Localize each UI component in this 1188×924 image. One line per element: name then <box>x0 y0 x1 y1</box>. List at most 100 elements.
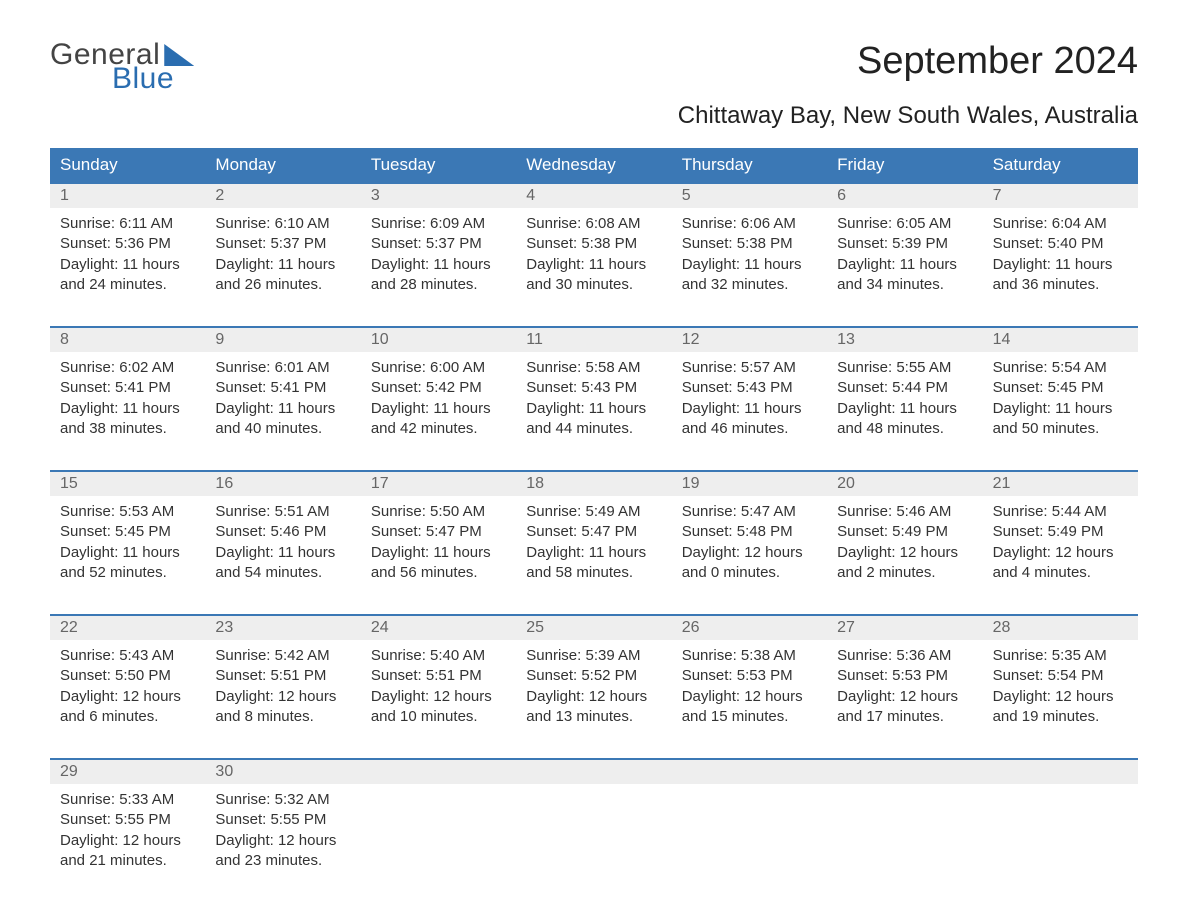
calendar-day: Sunrise: 6:08 AMSunset: 5:38 PMDaylight:… <box>516 208 671 308</box>
daylight-text: and 30 minutes. <box>526 275 661 295</box>
day-number: 10 <box>361 328 516 352</box>
day-number: 29 <box>50 760 205 784</box>
daylight-text: and 34 minutes. <box>837 275 972 295</box>
day-number: 24 <box>361 616 516 640</box>
daylight-text: and 24 minutes. <box>60 275 195 295</box>
sunset-text: Sunset: 5:38 PM <box>526 234 661 254</box>
calendar-day: Sunrise: 6:05 AMSunset: 5:39 PMDaylight:… <box>827 208 982 308</box>
daylight-text: Daylight: 12 hours <box>682 543 817 563</box>
sunset-text: Sunset: 5:46 PM <box>215 522 350 542</box>
daylight-text: Daylight: 12 hours <box>215 831 350 851</box>
calendar-day <box>361 784 516 884</box>
daylight-text: and 8 minutes. <box>215 707 350 727</box>
calendar-day <box>516 784 671 884</box>
daylight-text: Daylight: 11 hours <box>682 399 817 419</box>
daylight-text: and 38 minutes. <box>60 419 195 439</box>
daylight-text: Daylight: 12 hours <box>60 831 195 851</box>
day-number: 13 <box>827 328 982 352</box>
sunrise-text: Sunrise: 5:36 AM <box>837 646 972 666</box>
daylight-text: and 42 minutes. <box>371 419 506 439</box>
calendar-day: Sunrise: 6:01 AMSunset: 5:41 PMDaylight:… <box>205 352 360 452</box>
day-number: 14 <box>983 328 1138 352</box>
daylight-text: Daylight: 11 hours <box>526 399 661 419</box>
weekday-header: Saturday <box>983 148 1138 182</box>
daylight-text: and 50 minutes. <box>993 419 1128 439</box>
daylight-text: and 21 minutes. <box>60 851 195 871</box>
calendar-day: Sunrise: 6:10 AMSunset: 5:37 PMDaylight:… <box>205 208 360 308</box>
weekday-header: Wednesday <box>516 148 671 182</box>
weekday-header: Sunday <box>50 148 205 182</box>
location-subtitle: Chittaway Bay, New South Wales, Australi… <box>50 102 1138 130</box>
daylight-text: and 32 minutes. <box>682 275 817 295</box>
logo: General Blue <box>50 40 194 94</box>
sunset-text: Sunset: 5:43 PM <box>526 378 661 398</box>
day-number: 2 <box>205 184 360 208</box>
sunrise-text: Sunrise: 6:00 AM <box>371 358 506 378</box>
calendar-week: 22232425262728Sunrise: 5:43 AMSunset: 5:… <box>50 614 1138 740</box>
sunrise-text: Sunrise: 6:04 AM <box>993 214 1128 234</box>
sunrise-text: Sunrise: 5:51 AM <box>215 502 350 522</box>
sunrise-text: Sunrise: 6:02 AM <box>60 358 195 378</box>
weekday-header: Monday <box>205 148 360 182</box>
calendar-day: Sunrise: 6:09 AMSunset: 5:37 PMDaylight:… <box>361 208 516 308</box>
daylight-text: Daylight: 12 hours <box>215 687 350 707</box>
daylight-text: and 19 minutes. <box>993 707 1128 727</box>
sunset-text: Sunset: 5:41 PM <box>60 378 195 398</box>
day-number: 27 <box>827 616 982 640</box>
weekday-header: Friday <box>827 148 982 182</box>
calendar-day: Sunrise: 5:53 AMSunset: 5:45 PMDaylight:… <box>50 496 205 596</box>
sunrise-text: Sunrise: 6:06 AM <box>682 214 817 234</box>
daynum-row: 1234567 <box>50 184 1138 208</box>
day-number: 30 <box>205 760 360 784</box>
calendar-day: Sunrise: 5:47 AMSunset: 5:48 PMDaylight:… <box>672 496 827 596</box>
sunrise-text: Sunrise: 5:46 AM <box>837 502 972 522</box>
daylight-text: Daylight: 11 hours <box>526 543 661 563</box>
daylight-text: Daylight: 11 hours <box>993 399 1128 419</box>
day-number: 4 <box>516 184 671 208</box>
daylight-text: and 28 minutes. <box>371 275 506 295</box>
calendar-day <box>983 784 1138 884</box>
calendar-day: Sunrise: 5:50 AMSunset: 5:47 PMDaylight:… <box>361 496 516 596</box>
calendar: Sunday Monday Tuesday Wednesday Thursday… <box>50 148 1138 884</box>
calendar-day: Sunrise: 5:55 AMSunset: 5:44 PMDaylight:… <box>827 352 982 452</box>
day-number: 20 <box>827 472 982 496</box>
sunrise-text: Sunrise: 5:33 AM <box>60 790 195 810</box>
day-number <box>983 760 1138 784</box>
day-number <box>361 760 516 784</box>
calendar-day: Sunrise: 5:38 AMSunset: 5:53 PMDaylight:… <box>672 640 827 740</box>
daylight-text: and 52 minutes. <box>60 563 195 583</box>
daylight-text: and 46 minutes. <box>682 419 817 439</box>
day-number: 25 <box>516 616 671 640</box>
day-number: 28 <box>983 616 1138 640</box>
calendar-day: Sunrise: 5:57 AMSunset: 5:43 PMDaylight:… <box>672 352 827 452</box>
daylight-text: Daylight: 11 hours <box>837 255 972 275</box>
calendar-day: Sunrise: 6:04 AMSunset: 5:40 PMDaylight:… <box>983 208 1138 308</box>
sunset-text: Sunset: 5:54 PM <box>993 666 1128 686</box>
day-number: 16 <box>205 472 360 496</box>
sunrise-text: Sunrise: 5:55 AM <box>837 358 972 378</box>
daylight-text: and 48 minutes. <box>837 419 972 439</box>
calendar-day: Sunrise: 5:44 AMSunset: 5:49 PMDaylight:… <box>983 496 1138 596</box>
day-number: 22 <box>50 616 205 640</box>
sunset-text: Sunset: 5:47 PM <box>371 522 506 542</box>
day-number: 18 <box>516 472 671 496</box>
sunrise-text: Sunrise: 5:50 AM <box>371 502 506 522</box>
sunset-text: Sunset: 5:53 PM <box>682 666 817 686</box>
sunrise-text: Sunrise: 6:10 AM <box>215 214 350 234</box>
sunset-text: Sunset: 5:45 PM <box>993 378 1128 398</box>
calendar-day: Sunrise: 5:49 AMSunset: 5:47 PMDaylight:… <box>516 496 671 596</box>
daylight-text: and 17 minutes. <box>837 707 972 727</box>
daylight-text: and 6 minutes. <box>60 707 195 727</box>
calendar-day: Sunrise: 5:42 AMSunset: 5:51 PMDaylight:… <box>205 640 360 740</box>
weekday-header: Tuesday <box>361 148 516 182</box>
calendar-day <box>672 784 827 884</box>
weekday-header-row: Sunday Monday Tuesday Wednesday Thursday… <box>50 148 1138 182</box>
sunset-text: Sunset: 5:45 PM <box>60 522 195 542</box>
day-number: 6 <box>827 184 982 208</box>
day-number: 3 <box>361 184 516 208</box>
daylight-text: Daylight: 12 hours <box>526 687 661 707</box>
sunset-text: Sunset: 5:53 PM <box>837 666 972 686</box>
calendar-day: Sunrise: 5:51 AMSunset: 5:46 PMDaylight:… <box>205 496 360 596</box>
sunset-text: Sunset: 5:48 PM <box>682 522 817 542</box>
calendar-week: 891011121314Sunrise: 6:02 AMSunset: 5:41… <box>50 326 1138 452</box>
